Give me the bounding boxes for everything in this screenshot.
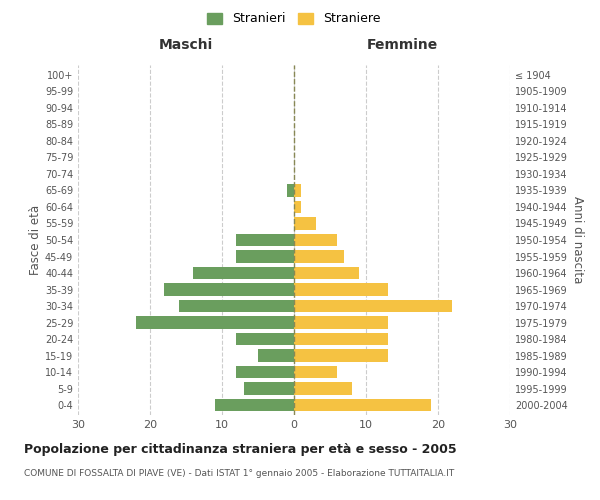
Bar bbox=[294, 382, 352, 395]
Text: Femmine: Femmine bbox=[367, 38, 437, 52]
Bar bbox=[294, 234, 337, 246]
Bar bbox=[294, 366, 337, 378]
Legend: Stranieri, Straniere: Stranieri, Straniere bbox=[203, 8, 385, 29]
Bar bbox=[258, 350, 294, 362]
Text: COMUNE DI FOSSALTA DI PIAVE (VE) - Dati ISTAT 1° gennaio 2005 - Elaborazione TUT: COMUNE DI FOSSALTA DI PIAVE (VE) - Dati … bbox=[24, 469, 454, 478]
Bar bbox=[294, 267, 359, 279]
Bar bbox=[294, 184, 301, 196]
Bar bbox=[287, 184, 294, 196]
Bar bbox=[215, 399, 294, 411]
Bar bbox=[179, 300, 294, 312]
Bar bbox=[294, 218, 316, 230]
Text: Maschi: Maschi bbox=[159, 38, 213, 52]
Bar bbox=[236, 333, 294, 345]
Y-axis label: Anni di nascita: Anni di nascita bbox=[571, 196, 584, 284]
Bar bbox=[294, 333, 388, 345]
Bar bbox=[294, 399, 431, 411]
Bar bbox=[236, 234, 294, 246]
Bar bbox=[294, 250, 344, 262]
Bar bbox=[236, 366, 294, 378]
Bar bbox=[193, 267, 294, 279]
Bar bbox=[244, 382, 294, 395]
Y-axis label: Fasce di età: Fasce di età bbox=[29, 205, 42, 275]
Bar bbox=[294, 350, 388, 362]
Bar bbox=[294, 201, 301, 213]
Bar bbox=[294, 284, 388, 296]
Bar bbox=[294, 300, 452, 312]
Bar bbox=[236, 250, 294, 262]
Bar bbox=[136, 316, 294, 328]
Bar bbox=[294, 316, 388, 328]
Bar bbox=[164, 284, 294, 296]
Text: Popolazione per cittadinanza straniera per età e sesso - 2005: Popolazione per cittadinanza straniera p… bbox=[24, 442, 457, 456]
